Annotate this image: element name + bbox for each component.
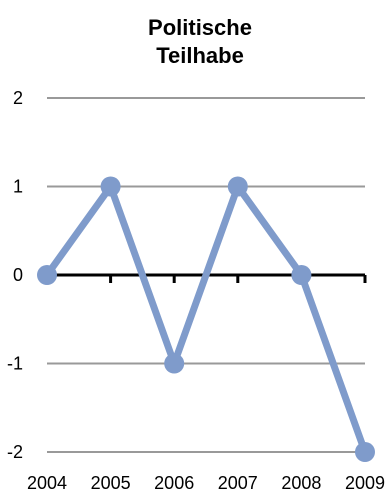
y-tick-label: 1: [13, 177, 23, 197]
y-tick-label: -2: [7, 442, 23, 462]
x-tick-label: 2008: [281, 473, 321, 493]
y-tick-label: 2: [13, 88, 23, 108]
data-point: [100, 176, 121, 197]
x-tick-label: 2009: [345, 473, 385, 493]
y-tick-label: -1: [7, 354, 23, 374]
data-point: [37, 265, 57, 285]
x-tick-label: 2006: [154, 473, 194, 493]
series-line: [43, 183, 369, 456]
x-tick-label: 2007: [218, 473, 258, 493]
data-point: [227, 176, 248, 197]
data-point: [164, 353, 185, 374]
data-point: [355, 442, 375, 462]
x-tick-label: 2005: [91, 473, 131, 493]
chart-title: Politische Teilhabe: [148, 15, 252, 68]
x-tick-label: 2004: [27, 473, 67, 493]
y-tick-label: 0: [13, 265, 23, 285]
data-point: [291, 265, 312, 285]
